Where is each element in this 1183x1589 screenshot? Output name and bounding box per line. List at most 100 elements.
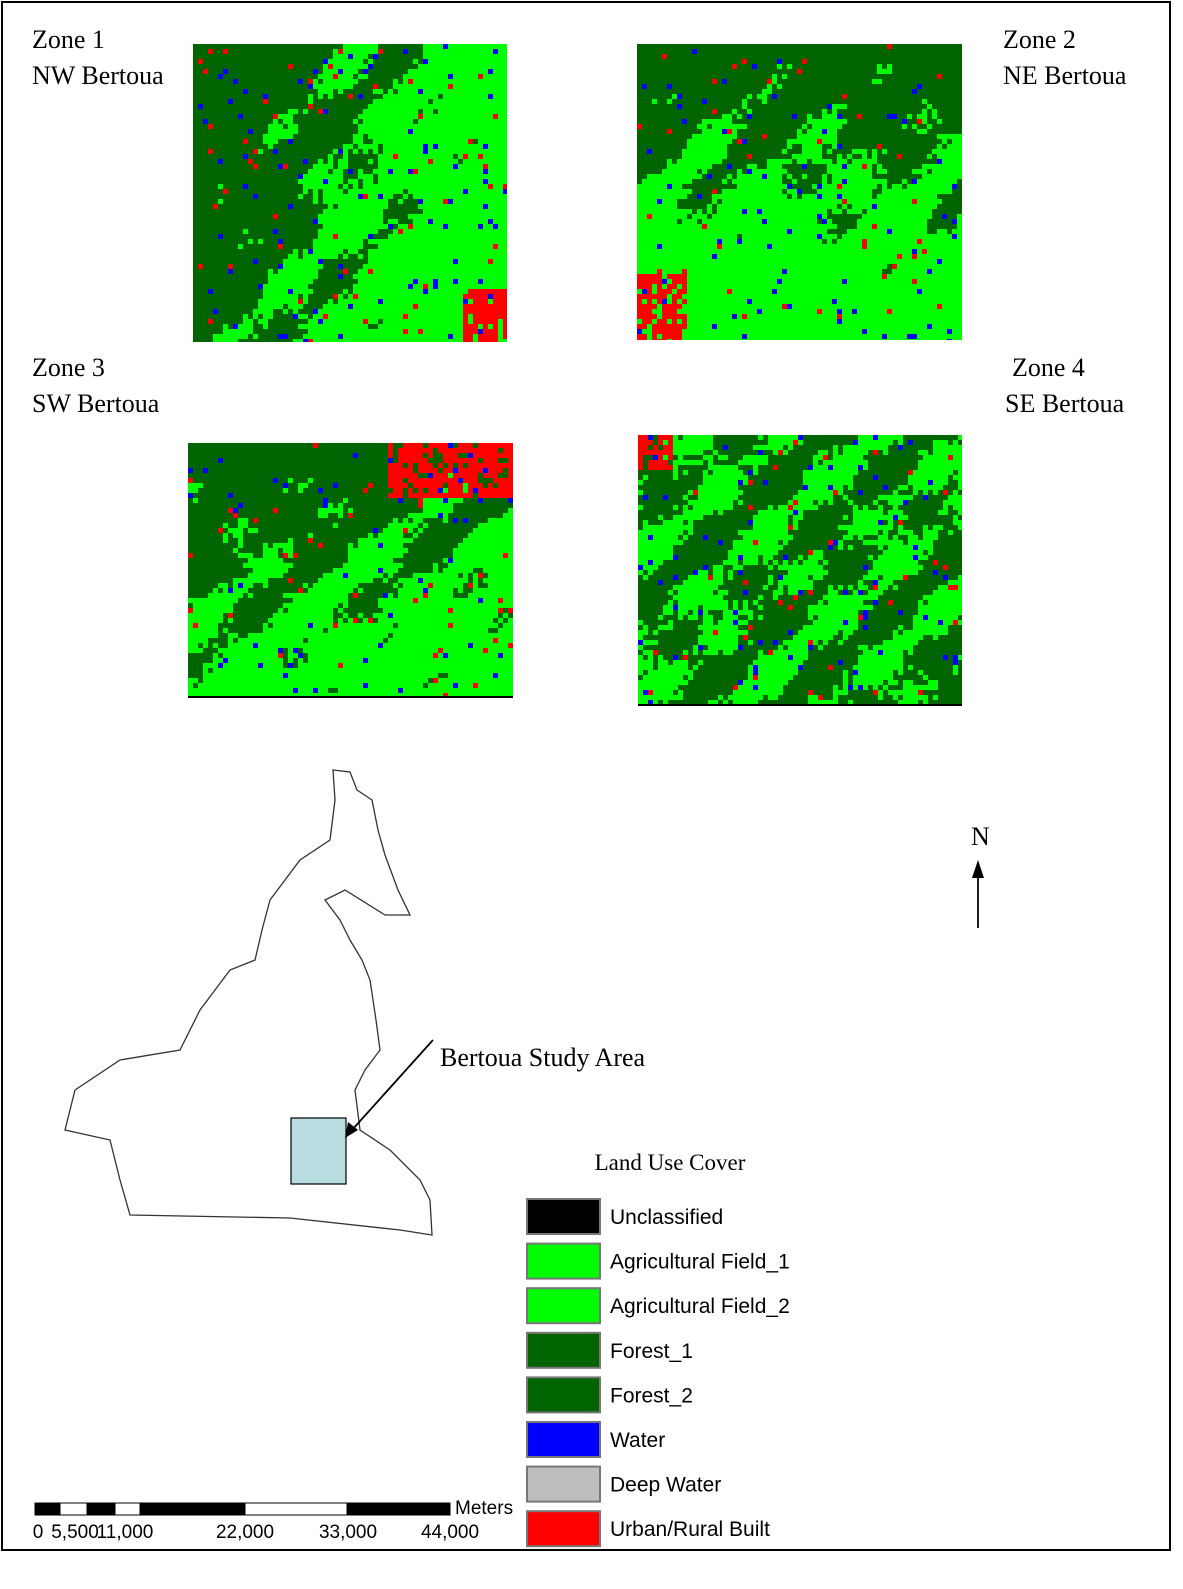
raster-cell	[433, 478, 438, 483]
raster-cell	[428, 463, 433, 468]
raster-cell	[483, 159, 488, 164]
raster-cell	[443, 453, 448, 458]
raster-cell	[448, 149, 453, 154]
raster-cell	[373, 219, 378, 224]
raster-cell	[348, 64, 353, 69]
raster-cell	[837, 259, 842, 264]
raster-cell	[458, 194, 463, 199]
raster-cell	[927, 244, 932, 249]
raster-cell	[373, 109, 378, 114]
raster-cell	[817, 224, 822, 229]
raster-cell	[782, 169, 787, 174]
raster-cell	[288, 299, 293, 304]
raster-cell	[937, 334, 942, 339]
raster-cell	[388, 289, 393, 294]
raster-cell	[677, 244, 682, 249]
raster-cell	[408, 214, 413, 219]
raster-cell	[807, 209, 812, 214]
raster-cell	[393, 518, 398, 523]
raster-cell	[433, 149, 438, 154]
raster-cell	[378, 114, 383, 119]
raster-cell	[832, 284, 837, 289]
raster-cell	[333, 179, 338, 184]
raster-cell	[398, 139, 403, 144]
raster-cell	[652, 314, 657, 319]
raster-cell	[453, 279, 458, 284]
raster-cell	[363, 488, 368, 493]
raster-cell	[323, 74, 328, 79]
raster-cell	[493, 329, 498, 334]
raster-cell	[233, 339, 238, 342]
raster-cell	[503, 528, 508, 533]
raster-cell	[927, 254, 932, 259]
raster-cell	[448, 259, 453, 264]
raster-cell	[438, 64, 443, 69]
raster-cell	[887, 69, 892, 74]
raster-cell	[493, 74, 498, 79]
raster-cell	[817, 299, 822, 304]
raster-cell	[907, 229, 912, 234]
raster-cell	[832, 294, 837, 299]
raster-cell	[463, 169, 468, 174]
raster-cell	[892, 264, 897, 269]
raster-cell	[862, 164, 867, 169]
raster-cell	[503, 314, 507, 319]
raster-cell	[383, 289, 388, 294]
raster-cell	[687, 179, 692, 184]
raster-cell	[807, 279, 812, 284]
raster-cell	[408, 284, 413, 289]
raster-cell	[323, 304, 328, 309]
raster-cell	[448, 294, 453, 299]
raster-cell	[807, 204, 812, 209]
raster-cell	[947, 134, 952, 139]
raster-cell	[852, 304, 857, 309]
raster-cell	[188, 483, 193, 488]
raster-cell	[313, 244, 318, 249]
raster-cell	[717, 254, 722, 259]
raster-cell	[762, 309, 767, 314]
raster-cell	[747, 194, 752, 199]
raster-cell	[503, 69, 507, 74]
raster-cell	[443, 139, 448, 144]
raster-cell	[503, 254, 507, 259]
raster-cell	[892, 224, 897, 229]
raster-cell	[827, 309, 832, 314]
raster-cell	[368, 339, 373, 342]
raster-cell	[742, 259, 747, 264]
raster-cell	[727, 189, 732, 194]
raster-cell	[298, 274, 303, 279]
raster-cell	[438, 184, 443, 189]
raster-cell	[672, 219, 677, 224]
raster-cell	[902, 244, 907, 249]
raster-cell	[413, 339, 418, 342]
raster-cell	[303, 264, 308, 269]
raster-cell	[867, 254, 872, 259]
raster-cell	[807, 289, 812, 294]
raster-cell	[483, 319, 488, 324]
raster-cell	[657, 274, 662, 279]
raster-cell	[717, 339, 722, 340]
raster-cell	[667, 264, 672, 269]
raster-cell	[443, 79, 448, 84]
raster-cell	[752, 329, 757, 334]
raster-cell	[223, 538, 228, 543]
raster-cell	[473, 174, 478, 179]
raster-cell	[468, 149, 473, 154]
raster-cell	[363, 314, 368, 319]
raster-cell	[453, 174, 458, 179]
raster-cell	[363, 334, 368, 339]
raster-cell	[707, 144, 712, 149]
raster-cell	[423, 54, 428, 59]
raster-cell	[438, 164, 443, 169]
raster-cell	[443, 478, 448, 483]
raster-cell	[473, 538, 478, 543]
raster-cell	[268, 124, 273, 129]
raster-cell	[313, 443, 318, 448]
raster-cell	[408, 329, 413, 334]
raster-cell	[747, 309, 752, 314]
raster-cell	[443, 109, 448, 114]
raster-cell	[787, 329, 792, 334]
raster-cell	[757, 214, 762, 219]
raster-cell	[198, 104, 203, 109]
raster-cell	[722, 204, 727, 209]
